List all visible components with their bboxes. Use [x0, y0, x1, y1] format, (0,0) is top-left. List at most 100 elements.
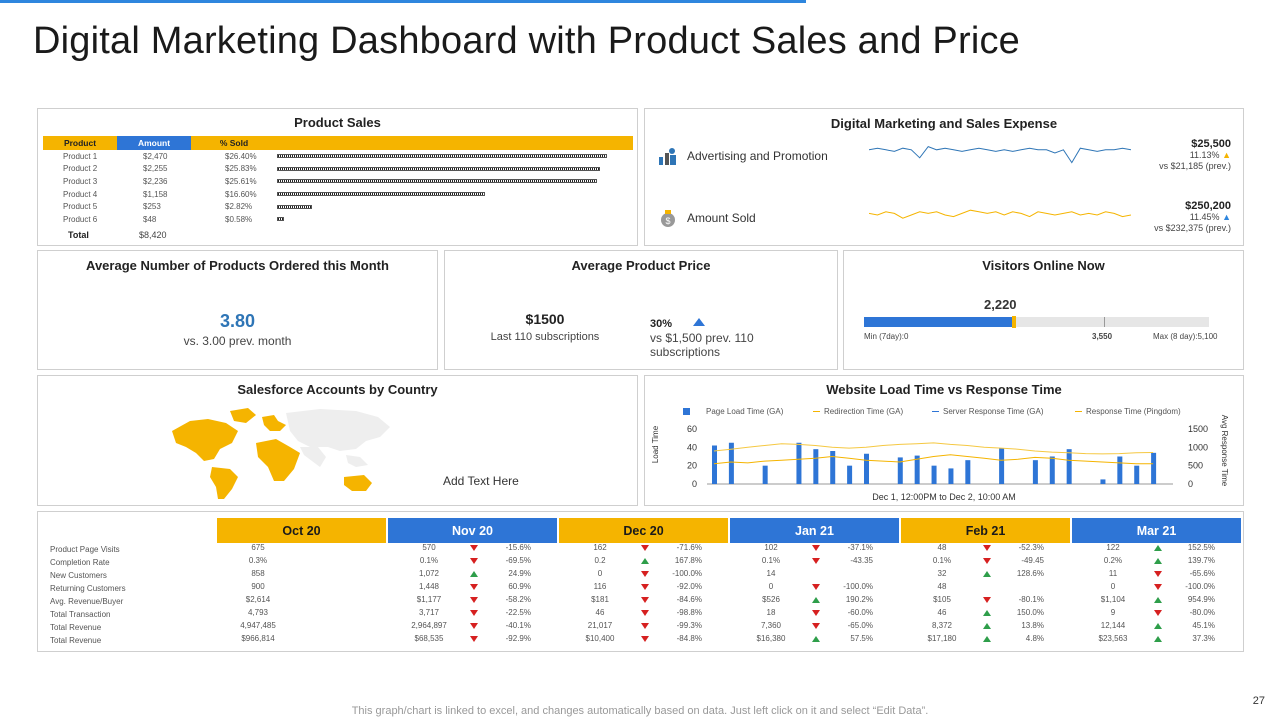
metric-change: 57.5% [850, 634, 873, 643]
metric-cell: $1,104 954.9% [1071, 595, 1241, 608]
up-arrow-icon [812, 636, 820, 642]
load-bar [847, 465, 853, 484]
load-bar [1117, 456, 1123, 484]
metric-cell: $105 -80.1% [900, 595, 1071, 608]
avg-price-sub: Last 110 subscriptions [490, 331, 600, 343]
metric-cell: $17,180 4.8% [900, 634, 1071, 647]
metric-change: -100.0% [843, 582, 873, 591]
metric-value: 32 [937, 569, 947, 578]
metric-change: -49.45 [1021, 556, 1044, 565]
legend-redirection: Redirection Time (GA) [813, 407, 903, 416]
visitors-panel: Visitors Online Now 2,220 Min (7day):0 3… [843, 250, 1244, 370]
metric-value: 675 [251, 543, 265, 552]
avg-price-title: Average Product Price [571, 258, 711, 273]
metric-value: 0 [597, 569, 603, 578]
metric-cell: $181 -84.6% [558, 595, 729, 608]
dm-row-amount-sold: $ Amount Sold $250,200 11.45% ▲ vs $232,… [657, 201, 1231, 251]
metric-value: 0.1% [932, 556, 952, 565]
down-arrow-icon [983, 545, 991, 551]
month-header: Dec 20 [557, 518, 729, 543]
metric-value: 4,793 [247, 608, 269, 617]
metric-change: -92.9% [505, 634, 531, 643]
metric-cell: 11 -65.6% [1071, 569, 1241, 582]
metric-label: Product Page Visits [50, 545, 120, 554]
metric-value: 18 [766, 608, 776, 617]
metric-cell: 1,072 24.9% [387, 569, 558, 582]
metric-value: $16,380 [756, 634, 786, 643]
legend-redirection-label: Redirection Time (GA) [824, 407, 904, 416]
load-bar [796, 442, 802, 484]
up-arrow-icon [470, 571, 478, 577]
metric-value: 116 [593, 582, 607, 591]
metric-change: 190.2% [845, 595, 873, 604]
down-arrow-icon [1154, 584, 1162, 590]
down-arrow-icon [470, 545, 478, 551]
up-arrow-icon [1154, 636, 1162, 642]
metric-cell: 0.3% [216, 556, 387, 569]
metric-value: $1,177 [416, 595, 442, 604]
metric-change: -60.0% [847, 608, 873, 617]
y-tick-label: 0 [692, 479, 697, 489]
product-bar [277, 166, 600, 171]
map-region-europe [262, 415, 286, 431]
down-arrow-icon [641, 545, 649, 551]
metric-change: -58.2% [505, 595, 531, 604]
response-line [713, 442, 1154, 455]
page-number: 27 [1252, 695, 1265, 707]
amount-sold-amount: $250,200 [1185, 200, 1231, 212]
load-bar [1100, 479, 1106, 484]
month-header: Feb 21 [899, 518, 1071, 543]
month-header: Jan 21 [728, 518, 900, 543]
product-bar [277, 192, 485, 197]
map-region-south-america [210, 467, 238, 499]
metric-value: 14 [766, 569, 776, 578]
metric-cell: 0.1% -69.5% [387, 556, 558, 569]
load-chart-panel: Website Load Time vs Response Time Page … [644, 375, 1244, 506]
sparkline-series [869, 145, 1131, 164]
legend-pingdom-label: Response Time (Pingdom) [1086, 407, 1181, 416]
metric-value: 122 [1106, 543, 1120, 552]
legend-bar-swatch-icon [683, 408, 690, 416]
metric-cell: 122 152.5% [1071, 543, 1241, 556]
product-pct: $0.58% [225, 214, 253, 224]
metric-cell: 0.1% -49.45 [900, 556, 1071, 569]
avg-price-pct: 30% [650, 318, 673, 330]
product-bar [277, 204, 312, 209]
load-bar [1066, 449, 1072, 484]
metric-value: 7,360 [760, 621, 782, 630]
metric-cell: 7,360 -65.0% [729, 621, 900, 634]
metric-cell: 46 -98.8% [558, 608, 729, 621]
sparkline-series [869, 209, 1131, 219]
metric-label: Completion Rate [50, 558, 110, 567]
load-bar [897, 457, 903, 484]
header-blank [46, 518, 216, 543]
metric-value: 0.3% [248, 556, 268, 565]
metric-cell: 162 -71.6% [558, 543, 729, 556]
metric-change: 60.9% [508, 582, 531, 591]
load-bar [830, 451, 836, 484]
metric-change: 167.8% [674, 556, 702, 565]
metric-change: -69.5% [505, 556, 531, 565]
table-row: Product 1 $2,470 $26.40% [43, 150, 633, 163]
load-bar [948, 468, 954, 484]
metric-cell: 0.1% -43.35 [729, 556, 900, 569]
legend-line-swatch-icon [932, 411, 939, 413]
avg-products-sub: vs. 3.00 prev. month [183, 334, 292, 348]
metric-cell: $10,400 -84.8% [558, 634, 729, 647]
metric-change: -99.3% [676, 621, 702, 630]
header-pct-sold: % Sold [219, 138, 249, 148]
metric-cell: 2,964,897 -40.1% [387, 621, 558, 634]
metric-cell: 0.2 167.8% [558, 556, 729, 569]
metric-cell: $966,814 [216, 634, 387, 647]
metric-change: 152.5% [1187, 543, 1215, 552]
load-bar [1151, 452, 1157, 484]
metric-cell: 46 150.0% [900, 608, 1071, 621]
load-bar [728, 442, 734, 484]
metric-cell: 21,017 -99.3% [558, 621, 729, 634]
load-bar [712, 445, 717, 484]
map-region-north-america [172, 419, 238, 461]
table-row: New Customers 858 1,072 24.9% 0 -100.0% 14 32 12… [46, 569, 1241, 582]
down-arrow-icon [470, 610, 478, 616]
monthly-panel: Oct 20 Nov 20 Dec 20 Jan 21 Feb 21 Mar 21 Prod… [37, 511, 1244, 652]
down-arrow-icon [812, 558, 820, 564]
